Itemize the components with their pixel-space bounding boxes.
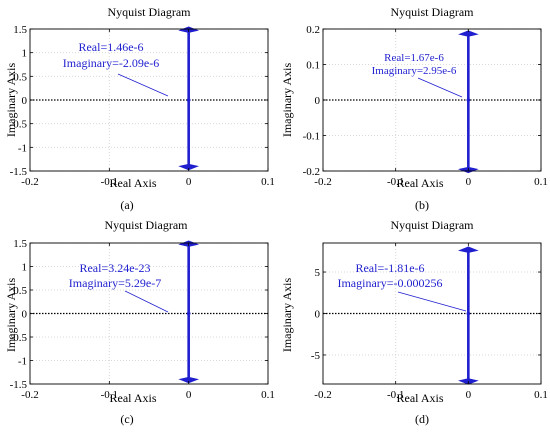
data-point-marker bbox=[186, 311, 191, 316]
y-tick-label: 1.5 bbox=[13, 24, 27, 36]
datatip-real-value: Real=-1.81e-6 bbox=[355, 261, 424, 275]
chart-panel-b: -0.2 -0.1 0 0.1 -0.2 -0.1 0 0.1 0.2 Nyquist Diagr… bbox=[280, 5, 548, 212]
x-tick-label: 0.1 bbox=[261, 389, 275, 401]
chart-title: Nyquist Diagram bbox=[391, 5, 475, 19]
x-tick-label: 0.1 bbox=[534, 176, 548, 188]
panel-tag: (b) bbox=[415, 198, 429, 212]
x-tick-label: -0.1 bbox=[387, 176, 404, 188]
datatip-imaginary-value: Imaginary=-0.000256 bbox=[337, 276, 442, 290]
y-tick-label: -0.5 bbox=[10, 332, 28, 344]
x-tick-label: -0.2 bbox=[21, 176, 38, 188]
datatip-imaginary-value: Imaginary=-2.09e-6 bbox=[63, 56, 159, 70]
chart-panel-d: -0.2 -0.1 0 0.1 -5 0 5 Nyquist Diagram Real Axis… bbox=[280, 218, 548, 426]
y-tick-label: 0 bbox=[315, 95, 321, 107]
direction-arrow bbox=[178, 163, 200, 171]
panel-tag: (a) bbox=[120, 198, 133, 212]
chart-panel-a: -0.2 -0.1 0 0.1 -1.5 -1 -0.5 0 0.5 1 1.5 Nyquist Di… bbox=[4, 5, 275, 212]
x-tick-label: 0.1 bbox=[261, 176, 275, 188]
y-axis-label: Imaginary Axis bbox=[280, 278, 294, 353]
x-tick-label: -0.1 bbox=[101, 176, 118, 188]
y-axis-label: Imaginary Axis bbox=[280, 63, 294, 138]
y-tick-label: 0.5 bbox=[13, 285, 27, 297]
x-tick-label: 0 bbox=[186, 176, 192, 188]
datatip-leader-line bbox=[117, 73, 169, 97]
x-axis-label: Real Axis bbox=[397, 391, 444, 405]
data-point-marker bbox=[466, 311, 471, 316]
x-tick-label: -0.2 bbox=[314, 389, 331, 401]
y-tick-label: -1.5 bbox=[10, 379, 28, 391]
y-tick-label: -0.5 bbox=[10, 119, 28, 131]
y-tick-label: 0.2 bbox=[306, 24, 320, 36]
y-tick-label: -5 bbox=[311, 350, 321, 362]
y-tick-label: -0.2 bbox=[303, 166, 320, 178]
y-axis-label: Imaginary Axis bbox=[4, 63, 18, 138]
x-tick-label: 0.1 bbox=[534, 389, 548, 401]
x-tick-label: 0 bbox=[466, 389, 472, 401]
x-tick-label: -0.2 bbox=[314, 176, 331, 188]
chart-title: Nyquist Diagram bbox=[105, 218, 189, 232]
x-tick-label: 0 bbox=[186, 389, 192, 401]
datatip-imaginary-value: Imaginary=5.29e-7 bbox=[69, 276, 161, 290]
y-tick-label: 0 bbox=[22, 309, 28, 321]
datatip-real-value: Real=3.24e-23 bbox=[79, 261, 150, 275]
datatip-leader-line bbox=[397, 291, 467, 312]
x-axis-label: Real Axis bbox=[110, 176, 157, 190]
y-axis-label: Imaginary Axis bbox=[4, 278, 18, 353]
panel-tag: (c) bbox=[120, 412, 133, 426]
datatip-leader-line bbox=[417, 77, 463, 98]
data-point-marker bbox=[466, 98, 471, 102]
x-tick-label: 0 bbox=[466, 176, 472, 188]
direction-arrow bbox=[457, 246, 479, 253]
y-tick-label: 0 bbox=[315, 309, 321, 321]
chart-title: Nyquist Diagram bbox=[108, 5, 192, 19]
x-axis-label: Real Axis bbox=[397, 176, 444, 190]
x-tick-label: -0.2 bbox=[21, 389, 38, 401]
panel-tag: (d) bbox=[415, 412, 429, 426]
direction-arrow bbox=[178, 376, 200, 384]
y-tick-label: 1 bbox=[22, 262, 28, 274]
datatip-real-value: Real=1.67e-6 bbox=[384, 52, 444, 64]
y-tick-label: -1 bbox=[18, 356, 27, 368]
y-tick-label: 0.5 bbox=[13, 71, 27, 83]
datatip-imaginary-value: Imaginary=2.95e-6 bbox=[372, 65, 457, 77]
y-tick-label: -0.1 bbox=[303, 131, 320, 143]
y-tick-label: -1 bbox=[18, 142, 27, 154]
y-tick-label: 0.1 bbox=[306, 60, 320, 72]
y-tick-label: -1.5 bbox=[10, 166, 28, 178]
y-tick-label: 0 bbox=[22, 95, 28, 107]
x-axis-label: Real Axis bbox=[110, 391, 157, 405]
y-tick-label: 5 bbox=[315, 267, 321, 279]
direction-arrow bbox=[457, 30, 479, 37]
datatip-leader-line bbox=[124, 290, 169, 313]
y-tick-label: 1 bbox=[22, 48, 28, 60]
y-tick-label: 1.5 bbox=[13, 238, 27, 250]
chart-panel-c: -0.2 -0.1 0 0.1 -1.5 -1 -0.5 0 0.5 1 1.5 Nyquist Di… bbox=[4, 218, 275, 426]
data-point-marker bbox=[186, 98, 191, 102]
x-tick-label: -0.1 bbox=[387, 389, 404, 401]
x-tick-label: -0.1 bbox=[101, 389, 118, 401]
datatip-real-value: Real=1.46e-6 bbox=[78, 40, 143, 54]
chart-title: Nyquist Diagram bbox=[391, 218, 475, 232]
